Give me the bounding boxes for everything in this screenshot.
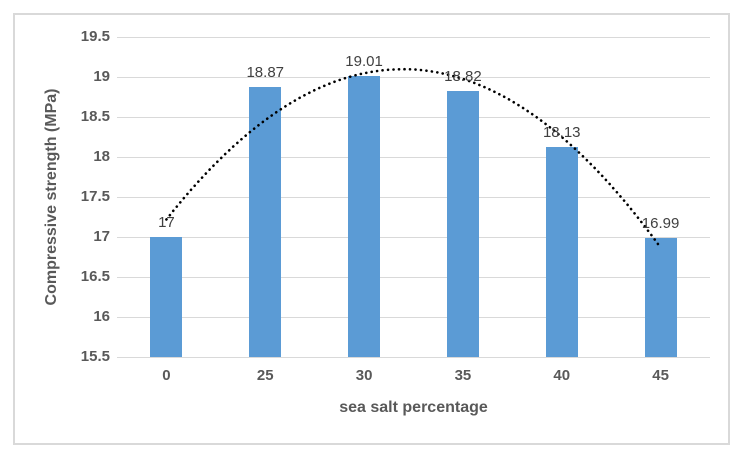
bar-30	[348, 76, 381, 357]
x-axis-tick-label: 30	[355, 367, 373, 384]
gridline	[117, 77, 710, 78]
x-axis-tick-label: 40	[553, 367, 571, 384]
gridline	[117, 317, 710, 318]
y-axis-tick-label: 19.5	[80, 28, 110, 45]
x-axis-tick-label: 0	[162, 367, 171, 384]
gridline	[117, 197, 710, 198]
y-axis-tick-label: 16	[93, 308, 110, 325]
x-axis-title: sea salt percentage	[339, 399, 488, 416]
data-label: 18.87	[246, 64, 285, 82]
gridline	[117, 357, 710, 358]
y-axis-tick-label: 18.5	[80, 108, 110, 125]
data-label: 18.82	[444, 68, 482, 86]
bar-45	[644, 237, 677, 357]
gridline	[117, 277, 710, 278]
gridline	[117, 117, 710, 118]
gridline	[117, 157, 710, 158]
data-label: 17	[158, 214, 175, 231]
data-label: 18.13	[542, 123, 581, 141]
x-axis-tick-label: 25	[256, 367, 274, 384]
y-axis-tick-label: 15.5	[80, 348, 110, 365]
data-label: 19.01	[345, 53, 383, 71]
y-axis-tick-label: 16.5	[80, 268, 110, 285]
gridline	[117, 237, 710, 238]
bar-0	[150, 237, 183, 357]
y-axis-tick-label: 18	[93, 148, 110, 165]
y-axis-tick-label: 19	[93, 68, 110, 85]
bar-25	[249, 87, 282, 357]
x-axis-tick-label: 35	[454, 367, 472, 384]
y-axis-tick-label: 17.5	[80, 188, 110, 205]
x-axis-tick-label: 45	[652, 367, 669, 384]
y-axis-tick-label: 17	[93, 228, 110, 245]
bar-40	[545, 146, 578, 357]
bar-35	[446, 91, 479, 357]
gridline	[117, 37, 710, 38]
data-label: 16.99	[641, 214, 680, 232]
plot-area	[117, 37, 710, 358]
